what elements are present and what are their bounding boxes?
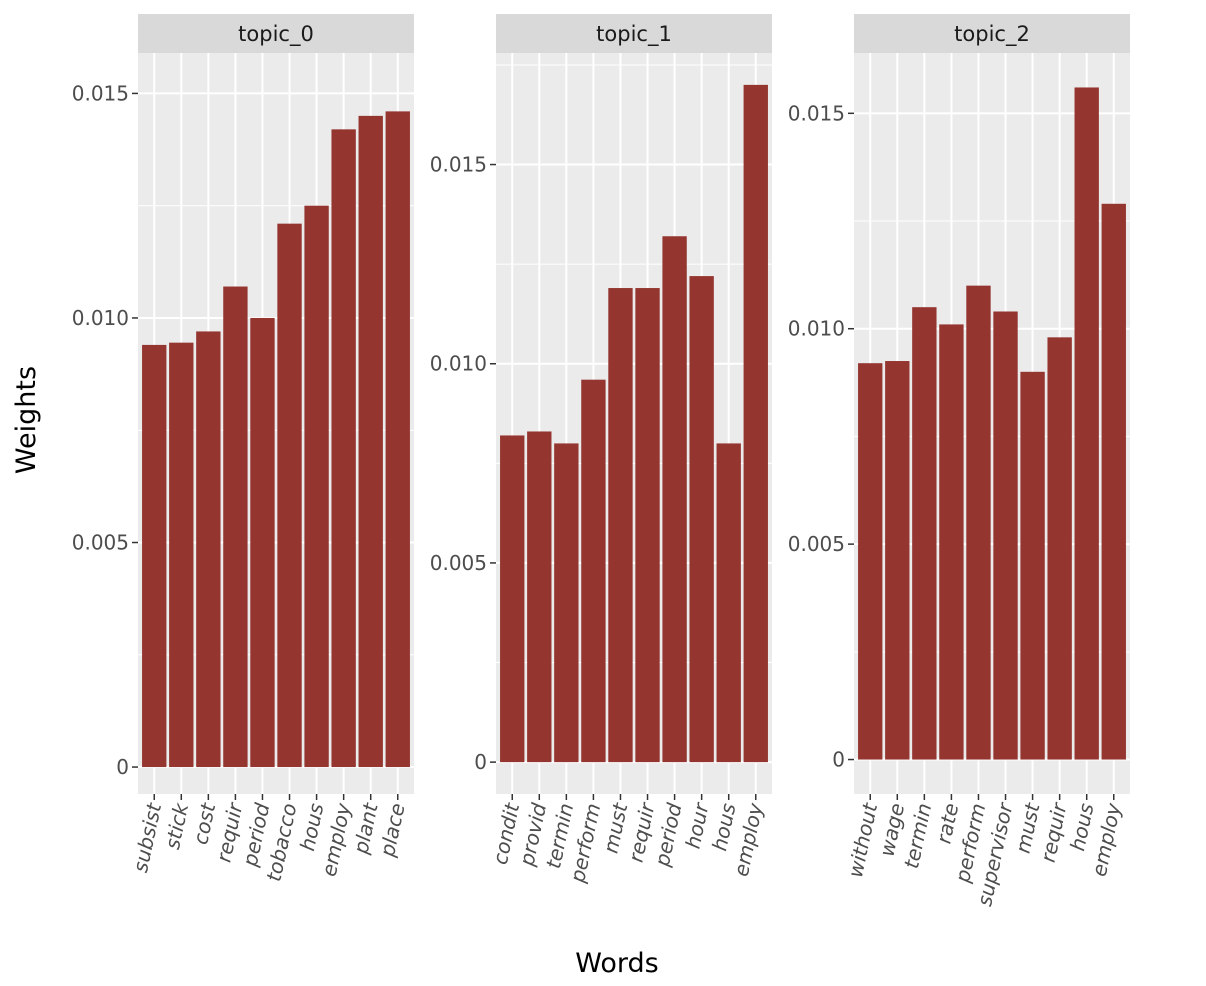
y-tick-label: 0.015 — [788, 101, 845, 125]
y-tick-label: 0.015 — [72, 81, 129, 105]
bar-employ — [331, 129, 356, 768]
bar-termin — [912, 307, 937, 760]
bar-stick — [169, 342, 194, 768]
bar-place — [385, 111, 410, 768]
strip-label: topic_2 — [954, 22, 1030, 47]
strip-header — [138, 14, 414, 53]
bar-rate — [939, 324, 964, 760]
x-tick-label: subsist — [128, 800, 166, 875]
bar-provid — [527, 431, 552, 763]
bar-perform — [966, 285, 991, 760]
panel-topic_2: topic_200.0050.0100.015withoutwagetermin… — [788, 14, 1130, 908]
bar-period — [662, 236, 687, 763]
bar-condit — [500, 435, 525, 763]
strip-header — [854, 14, 1130, 53]
y-tick-label: 0.010 — [72, 306, 129, 330]
bar-tobacco — [277, 223, 302, 768]
y-tick-label: 0.010 — [788, 317, 845, 341]
bar-plant — [358, 115, 383, 768]
bar-hous — [716, 443, 741, 763]
y-tick-label: 0.005 — [788, 532, 845, 556]
bar-must — [1020, 371, 1045, 760]
panel-topic_0: topic_000.0050.0100.015subsiststickcostr… — [72, 14, 414, 884]
bar-must — [608, 288, 633, 763]
y-tick-label: 0 — [474, 750, 487, 774]
bar-hous — [1074, 87, 1099, 760]
y-tick-label: 0.005 — [72, 531, 129, 555]
facet-panels: topic_000.0050.0100.015subsiststickcostr… — [72, 14, 1130, 908]
x-axis-title: Words — [575, 948, 658, 979]
y-tick-label: 0.005 — [430, 551, 487, 575]
y-tick-label: 0 — [116, 755, 129, 779]
bar-employ — [1101, 203, 1126, 760]
bar-requir — [635, 288, 660, 763]
bar-without — [858, 363, 883, 760]
bar-hous — [304, 205, 329, 768]
bar-wage — [885, 361, 910, 760]
bar-employ — [743, 84, 768, 763]
bar-requir — [1047, 337, 1072, 760]
bar-cost — [196, 331, 221, 768]
y-tick-label: 0.010 — [430, 352, 487, 376]
x-tick-label: without — [843, 800, 882, 880]
strip-label: topic_1 — [596, 22, 672, 47]
bar-termin — [554, 443, 579, 763]
bar-hour — [689, 276, 714, 763]
bar-perform — [581, 379, 606, 763]
bar-supervisor — [993, 311, 1018, 760]
y-axis-title: Weights — [11, 366, 42, 474]
y-tick-label: 0.015 — [430, 153, 487, 177]
panel-topic_1: topic_100.0050.0100.015conditprovidtermi… — [430, 14, 772, 885]
strip-header — [496, 14, 772, 53]
y-tick-label: 0 — [832, 748, 845, 772]
strip-label: topic_0 — [238, 22, 314, 47]
bar-period — [250, 317, 275, 768]
bar-subsist — [142, 344, 167, 768]
bar-requir — [223, 286, 248, 768]
